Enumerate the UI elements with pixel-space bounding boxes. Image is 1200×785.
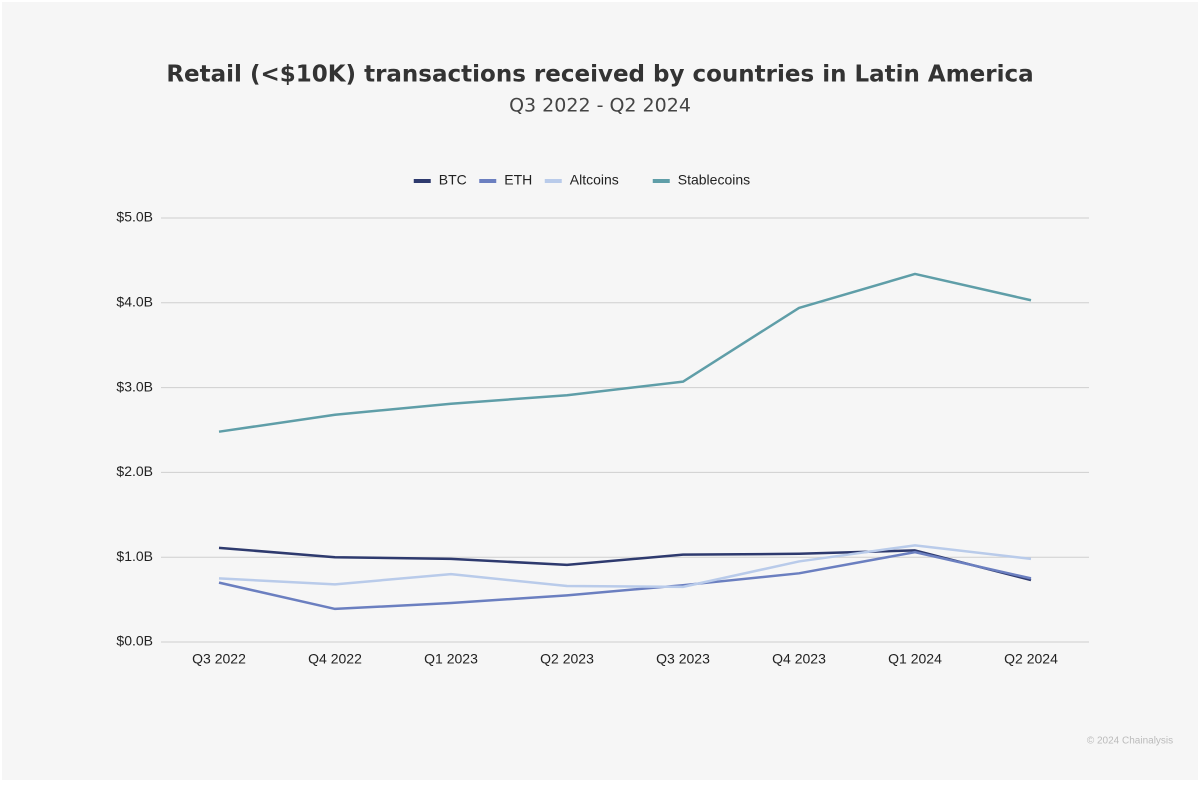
y-tick-label: $5.0B bbox=[116, 209, 153, 225]
chart-subtitle: Q3 2022 - Q2 2024 bbox=[509, 95, 691, 117]
x-tick-label: Q3 2022 bbox=[192, 651, 246, 667]
y-tick-label: $1.0B bbox=[116, 548, 153, 564]
x-tick-label: Q2 2024 bbox=[1004, 651, 1058, 667]
x-tick-label: Q4 2023 bbox=[772, 651, 826, 667]
x-tick-label: Q2 2023 bbox=[540, 651, 594, 667]
series-line bbox=[218, 272, 1032, 433]
legend-label: Stablecoins bbox=[678, 172, 750, 188]
series-line bbox=[218, 546, 1032, 582]
x-tick-label: Q1 2024 bbox=[888, 651, 942, 667]
legend-label: Altcoins bbox=[570, 172, 619, 188]
source-note: © 2024 Chainalysis bbox=[1087, 736, 1173, 747]
legend-label: ETH bbox=[504, 172, 532, 188]
series-line bbox=[218, 550, 1032, 611]
chart-title: Retail (<$10K) transactions received by … bbox=[166, 62, 1033, 88]
series-line bbox=[218, 544, 1032, 589]
x-tick-label: Q3 2023 bbox=[656, 651, 710, 667]
y-tick-label: $2.0B bbox=[116, 463, 153, 479]
x-tick-label: Q4 2022 bbox=[308, 651, 362, 667]
legend-label: BTC bbox=[439, 172, 467, 188]
x-tick-label: Q1 2023 bbox=[424, 651, 478, 667]
y-tick-label: $0.0B bbox=[116, 633, 153, 649]
y-tick-label: $4.0B bbox=[116, 294, 153, 310]
y-tick-label: $3.0B bbox=[116, 378, 153, 394]
